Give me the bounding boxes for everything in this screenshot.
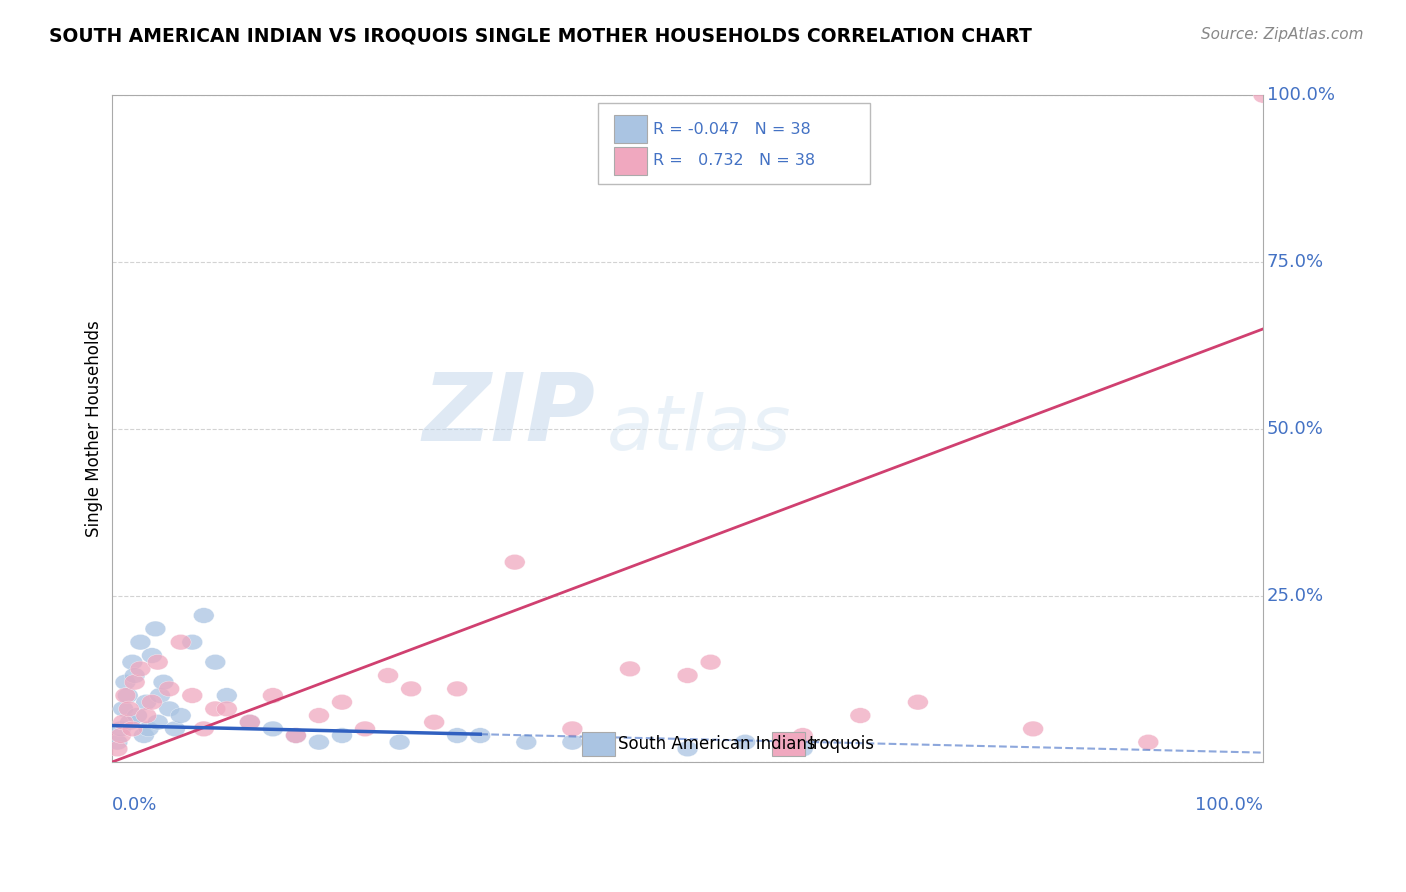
Ellipse shape xyxy=(115,674,136,690)
Ellipse shape xyxy=(170,634,191,650)
FancyBboxPatch shape xyxy=(614,115,647,144)
Ellipse shape xyxy=(181,634,202,650)
Ellipse shape xyxy=(205,655,226,670)
Ellipse shape xyxy=(447,681,468,697)
Ellipse shape xyxy=(107,741,128,756)
Ellipse shape xyxy=(142,648,162,664)
Ellipse shape xyxy=(149,688,170,703)
Ellipse shape xyxy=(562,721,582,737)
Ellipse shape xyxy=(111,721,131,737)
Ellipse shape xyxy=(118,701,139,716)
Ellipse shape xyxy=(127,707,148,723)
Ellipse shape xyxy=(447,728,468,743)
Ellipse shape xyxy=(907,694,928,710)
Ellipse shape xyxy=(239,714,260,730)
Text: Source: ZipAtlas.com: Source: ZipAtlas.com xyxy=(1201,27,1364,42)
Text: 0.0%: 0.0% xyxy=(111,796,157,814)
Ellipse shape xyxy=(263,721,283,737)
FancyBboxPatch shape xyxy=(598,103,869,184)
Ellipse shape xyxy=(165,721,186,737)
Ellipse shape xyxy=(217,701,238,716)
Ellipse shape xyxy=(263,688,283,703)
Ellipse shape xyxy=(285,728,307,743)
Ellipse shape xyxy=(136,707,156,723)
Ellipse shape xyxy=(148,655,169,670)
Ellipse shape xyxy=(700,655,721,670)
Ellipse shape xyxy=(148,714,169,730)
Ellipse shape xyxy=(194,721,214,737)
Ellipse shape xyxy=(735,734,755,750)
Ellipse shape xyxy=(131,634,150,650)
Text: South American Indians: South American Indians xyxy=(619,734,815,753)
Text: ZIP: ZIP xyxy=(423,369,595,461)
Ellipse shape xyxy=(332,694,353,710)
Ellipse shape xyxy=(620,661,640,677)
Ellipse shape xyxy=(107,734,128,750)
Text: SOUTH AMERICAN INDIAN VS IROQUOIS SINGLE MOTHER HOUSEHOLDS CORRELATION CHART: SOUTH AMERICAN INDIAN VS IROQUOIS SINGLE… xyxy=(49,27,1032,45)
Text: 100.0%: 100.0% xyxy=(1195,796,1264,814)
Ellipse shape xyxy=(562,734,582,750)
Ellipse shape xyxy=(516,734,537,750)
Ellipse shape xyxy=(378,668,398,683)
Ellipse shape xyxy=(389,734,411,750)
Ellipse shape xyxy=(159,701,180,716)
Ellipse shape xyxy=(470,728,491,743)
Ellipse shape xyxy=(678,741,697,756)
Ellipse shape xyxy=(239,714,260,730)
Ellipse shape xyxy=(851,707,870,723)
Ellipse shape xyxy=(205,701,226,716)
Ellipse shape xyxy=(308,707,329,723)
Text: 50.0%: 50.0% xyxy=(1267,420,1324,438)
Ellipse shape xyxy=(194,607,214,624)
Ellipse shape xyxy=(308,734,329,750)
Text: Iroquois: Iroquois xyxy=(808,734,875,753)
Ellipse shape xyxy=(124,668,145,683)
Text: 75.0%: 75.0% xyxy=(1267,253,1324,271)
Ellipse shape xyxy=(678,668,697,683)
Ellipse shape xyxy=(401,681,422,697)
Ellipse shape xyxy=(153,674,174,690)
Ellipse shape xyxy=(793,741,813,756)
Text: R =   0.732   N = 38: R = 0.732 N = 38 xyxy=(652,153,815,169)
Ellipse shape xyxy=(131,661,150,677)
Text: atlas: atlas xyxy=(607,392,792,466)
Ellipse shape xyxy=(170,707,191,723)
Ellipse shape xyxy=(793,728,813,743)
Ellipse shape xyxy=(217,688,238,703)
Ellipse shape xyxy=(423,714,444,730)
Y-axis label: Single Mother Households: Single Mother Households xyxy=(86,320,103,537)
Text: 25.0%: 25.0% xyxy=(1267,587,1324,605)
Ellipse shape xyxy=(117,688,138,703)
FancyBboxPatch shape xyxy=(772,731,806,756)
FancyBboxPatch shape xyxy=(614,146,647,175)
Ellipse shape xyxy=(111,728,131,743)
Ellipse shape xyxy=(181,688,202,703)
Ellipse shape xyxy=(145,621,166,637)
Ellipse shape xyxy=(159,681,180,697)
FancyBboxPatch shape xyxy=(582,731,614,756)
Ellipse shape xyxy=(505,554,526,570)
Ellipse shape xyxy=(112,714,134,730)
Ellipse shape xyxy=(112,701,134,716)
Ellipse shape xyxy=(142,694,162,710)
Ellipse shape xyxy=(332,728,353,743)
Ellipse shape xyxy=(120,714,141,730)
Ellipse shape xyxy=(122,655,143,670)
Ellipse shape xyxy=(122,721,143,737)
Ellipse shape xyxy=(1022,721,1043,737)
Ellipse shape xyxy=(134,728,155,743)
Ellipse shape xyxy=(115,688,136,703)
Text: 100.0%: 100.0% xyxy=(1267,87,1334,104)
Ellipse shape xyxy=(1253,87,1274,103)
Ellipse shape xyxy=(138,721,159,737)
Ellipse shape xyxy=(136,694,156,710)
Ellipse shape xyxy=(354,721,375,737)
Ellipse shape xyxy=(285,728,307,743)
Text: R = -0.047   N = 38: R = -0.047 N = 38 xyxy=(652,122,811,136)
Ellipse shape xyxy=(1137,734,1159,750)
Ellipse shape xyxy=(124,674,145,690)
